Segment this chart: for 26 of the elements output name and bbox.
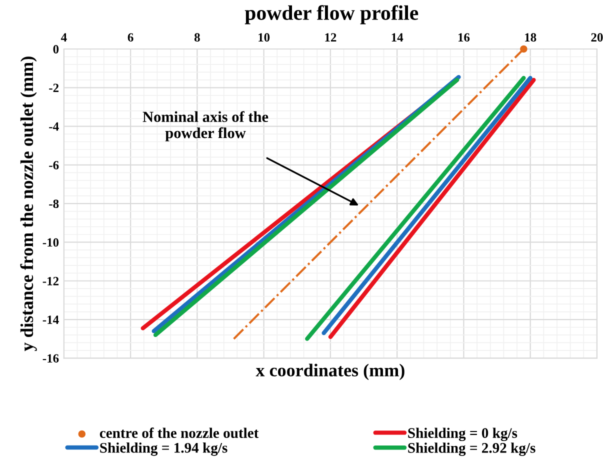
y-axis-title: y distance from the nozzle outlet (mm): [20, 56, 37, 352]
y-tick-label: -16: [42, 354, 59, 363]
x-tick-label: 12: [325, 33, 336, 42]
x-tick-label: 4: [60, 33, 67, 42]
x-tick-label: 18: [525, 33, 536, 42]
legend-label: Shielding = 2.92 kg/s: [408, 442, 536, 456]
y-tick-label: -4: [49, 122, 59, 131]
legend-label: Shielding = 1.94 kg/s: [100, 442, 228, 456]
x-tick-label: 10: [258, 33, 270, 42]
y-tick-label: -12: [42, 276, 59, 286]
x-axis-title: x coordinates (mm): [256, 364, 404, 380]
y-tick-label: -6: [49, 160, 59, 170]
x-tick-label: 16: [458, 33, 470, 42]
x-tick-label: 14: [392, 33, 404, 42]
x-tick-label: 8: [194, 33, 200, 42]
y-tick-label: -2: [49, 84, 59, 92]
y-tick-label: -14: [42, 316, 59, 324]
y-tick-label: 0: [53, 45, 59, 54]
legend-label: centre of the nozzle outlet: [100, 428, 259, 438]
legend-label: Shielding = 0 kg/s: [408, 428, 518, 442]
chart-title: powder flow profile: [244, 5, 418, 24]
y-tick-label: -8: [49, 200, 59, 208]
annotation: Nominal axis of the powder flow: [142, 111, 268, 142]
x-tick-label: 6: [128, 33, 134, 42]
y-tick-label: -10: [42, 238, 59, 247]
x-tick-label: 20: [591, 33, 603, 42]
